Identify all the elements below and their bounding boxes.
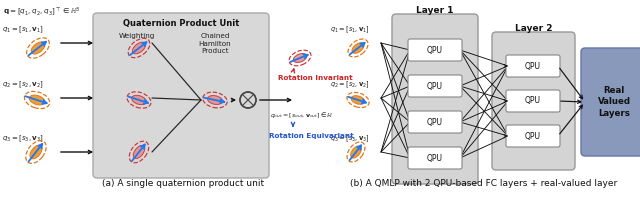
Text: $q_1 = [s_1, \mathbf{v}_1]$: $q_1 = [s_1, \mathbf{v}_1]$: [330, 25, 370, 35]
Text: Rotation Equivariant: Rotation Equivariant: [269, 133, 354, 139]
Text: QPU: QPU: [525, 131, 541, 141]
Text: $\mathbf{q} = [q_1, q_2, q_3]^\top \in \mathbb{H}^3$: $\mathbf{q} = [q_1, q_2, q_3]^\top \in \…: [3, 5, 81, 18]
FancyBboxPatch shape: [408, 111, 462, 133]
Ellipse shape: [133, 146, 145, 159]
FancyBboxPatch shape: [581, 48, 640, 156]
FancyBboxPatch shape: [93, 13, 269, 178]
Ellipse shape: [31, 42, 45, 54]
Text: $q_2 = [s_2, \mathbf{v}_2]$: $q_2 = [s_2, \mathbf{v}_2]$: [330, 80, 370, 90]
Text: QPU: QPU: [525, 96, 541, 106]
Text: QPU: QPU: [427, 153, 443, 163]
Text: QPU: QPU: [427, 82, 443, 90]
FancyBboxPatch shape: [408, 39, 462, 61]
FancyBboxPatch shape: [408, 147, 462, 169]
Ellipse shape: [293, 53, 307, 63]
Text: (a) A single quaternion product unit: (a) A single quaternion product unit: [102, 179, 264, 188]
FancyBboxPatch shape: [506, 125, 560, 147]
FancyBboxPatch shape: [506, 90, 560, 112]
Text: Quaternion Product Unit: Quaternion Product Unit: [123, 19, 239, 28]
Ellipse shape: [352, 43, 364, 53]
Text: $q_1 = [s_1, \mathbf{v}_1]$: $q_1 = [s_1, \mathbf{v}_1]$: [2, 25, 44, 35]
Text: Real
Valued
Layers: Real Valued Layers: [598, 86, 630, 118]
Ellipse shape: [29, 95, 45, 105]
Text: Layer 1: Layer 1: [416, 6, 454, 15]
FancyBboxPatch shape: [492, 32, 575, 170]
FancyBboxPatch shape: [392, 14, 478, 184]
Text: (b) A QMLP with 2 QPU-based FC layers + real-valued layer: (b) A QMLP with 2 QPU-based FC layers + …: [350, 179, 618, 188]
Text: Weighting: Weighting: [119, 33, 155, 39]
Text: $q_{out} = [s_{out}, \mathbf{v}_{out}] \in \mathbb{H}$: $q_{out} = [s_{out}, \mathbf{v}_{out}] \…: [270, 110, 333, 120]
Ellipse shape: [132, 42, 145, 54]
Ellipse shape: [30, 145, 42, 159]
Text: Rotation Invariant: Rotation Invariant: [278, 75, 353, 81]
Text: Layer 2: Layer 2: [515, 24, 552, 33]
Ellipse shape: [351, 96, 365, 104]
Text: QPU: QPU: [427, 46, 443, 54]
Text: QPU: QPU: [427, 117, 443, 127]
Ellipse shape: [207, 95, 223, 105]
FancyBboxPatch shape: [408, 75, 462, 97]
Text: $q_3 = [s_3, \mathbf{v}_3]$: $q_3 = [s_3, \mathbf{v}_3]$: [2, 134, 44, 144]
Text: Chained
Hamilton
Product: Chained Hamilton Product: [198, 33, 231, 54]
Ellipse shape: [351, 146, 362, 158]
Ellipse shape: [132, 95, 147, 105]
Text: $q_3 = [s_3, \mathbf{v}_3]$: $q_3 = [s_3, \mathbf{v}_3]$: [330, 134, 370, 144]
FancyBboxPatch shape: [506, 55, 560, 77]
Text: $q_2 = [s_2, \mathbf{v}_2]$: $q_2 = [s_2, \mathbf{v}_2]$: [2, 80, 44, 90]
Text: QPU: QPU: [525, 62, 541, 70]
